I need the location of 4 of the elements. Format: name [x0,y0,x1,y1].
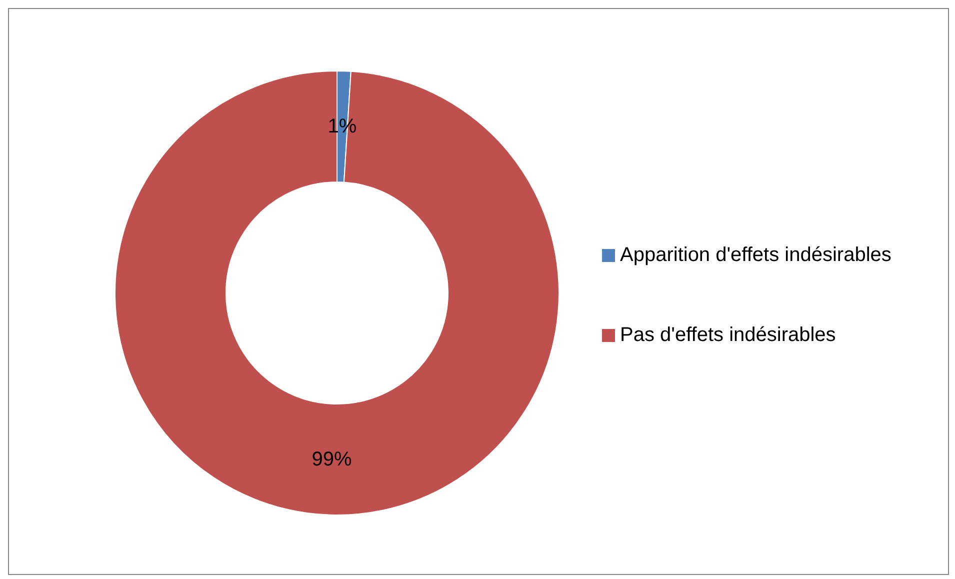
donut-slice [114,70,560,516]
legend-label: Pas d'effets indésirables [620,324,836,346]
legend-label: Apparition d'effets indésirables [620,244,892,266]
data-label: 99% [312,448,352,470]
